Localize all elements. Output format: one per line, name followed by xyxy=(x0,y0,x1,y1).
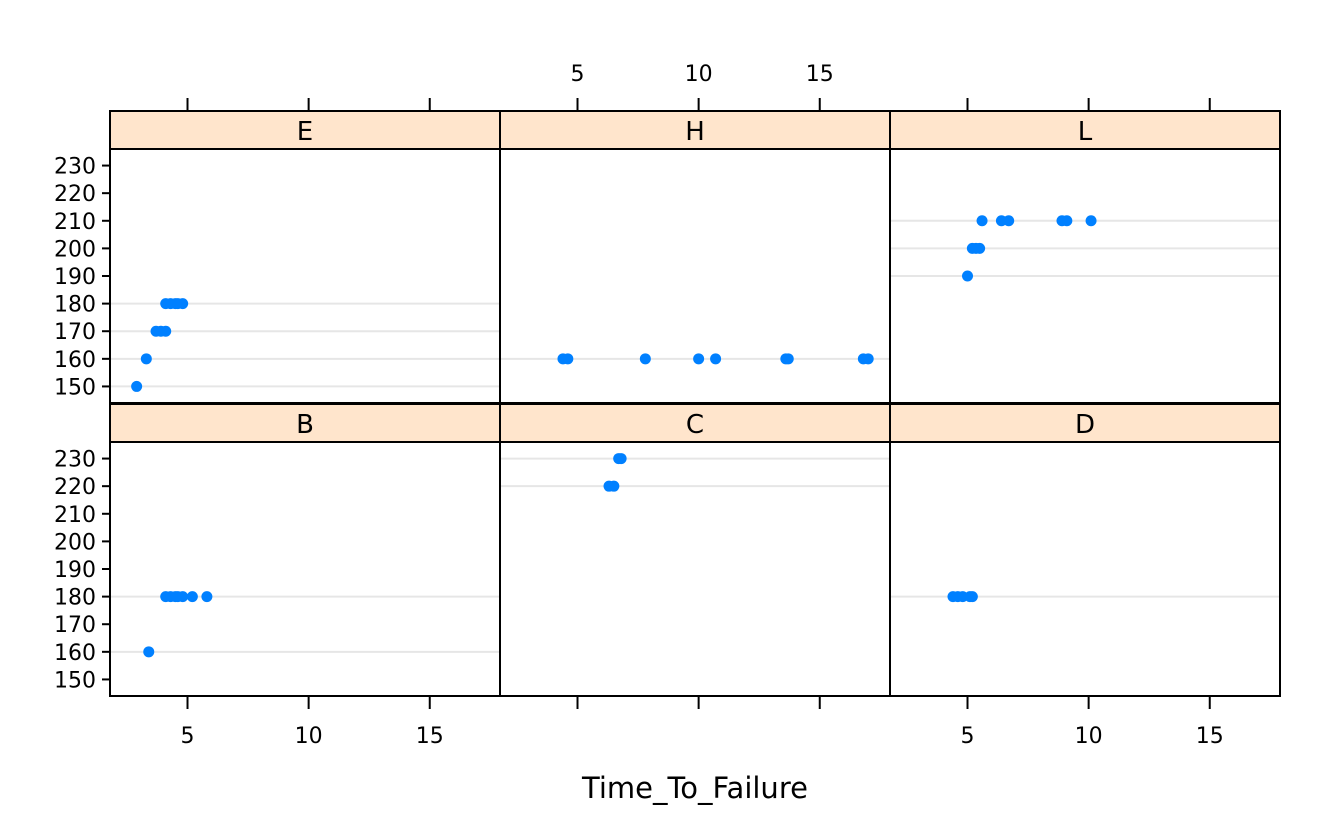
data-point xyxy=(976,215,988,227)
x-tick-label-bottom: 15 xyxy=(1196,724,1224,749)
x-axis-label: Time_To_Failure xyxy=(581,771,808,805)
panel-frame-C xyxy=(499,441,891,697)
y-tick-label: 220 xyxy=(54,475,96,500)
x-tick-label-bottom: 5 xyxy=(961,724,975,749)
y-tick-label: 210 xyxy=(54,503,96,528)
panel-H: H xyxy=(499,110,891,404)
strip-label-C: C xyxy=(686,410,704,440)
y-tick-label: 170 xyxy=(54,320,96,345)
data-point xyxy=(1085,215,1097,227)
data-point xyxy=(962,270,974,282)
y-tick-label: 180 xyxy=(54,586,96,611)
strip-L xyxy=(889,110,1281,150)
y-tick-label: 230 xyxy=(54,155,96,180)
panel-frame-D xyxy=(889,441,1281,697)
data-point xyxy=(615,453,627,465)
axes-layer: 1501601701801902002102202301501601701801… xyxy=(54,62,1224,749)
strip-label-B: B xyxy=(296,410,314,440)
data-point xyxy=(608,480,620,492)
y-tick-label: 200 xyxy=(54,530,96,555)
strip-D xyxy=(889,403,1281,443)
strip-label-H: H xyxy=(685,117,705,147)
data-point xyxy=(862,353,874,365)
panel-frame-H xyxy=(499,148,891,404)
panels-layer: E H L B C D xyxy=(109,110,1281,697)
data-point xyxy=(160,325,172,337)
strip-E xyxy=(109,110,501,150)
x-tick-label-bottom: 10 xyxy=(1075,724,1103,749)
strip-label-D: D xyxy=(1075,410,1095,440)
x-tick-label-top: 10 xyxy=(685,62,713,87)
panel-frame-E xyxy=(109,148,501,404)
data-point xyxy=(562,353,574,365)
strip-C xyxy=(499,403,891,443)
y-tick-label: 190 xyxy=(54,265,96,290)
strip-label-E: E xyxy=(297,117,313,147)
data-point xyxy=(1003,215,1015,227)
strip-label-L: L xyxy=(1078,117,1093,147)
panel-D: D xyxy=(889,403,1281,697)
x-tick-label-top: 5 xyxy=(571,62,585,87)
panel-C: C xyxy=(499,403,891,697)
data-point xyxy=(140,353,152,365)
x-tick-label-bottom: 5 xyxy=(181,724,195,749)
y-tick-label: 210 xyxy=(54,210,96,235)
data-point xyxy=(693,353,705,365)
y-tick-label: 150 xyxy=(54,375,96,400)
data-point xyxy=(143,646,155,658)
y-tick-label: 160 xyxy=(54,641,96,666)
y-tick-label: 170 xyxy=(54,613,96,638)
data-point xyxy=(974,242,986,254)
data-point xyxy=(1061,215,1073,227)
y-tick-label: 160 xyxy=(54,348,96,373)
panel-E: E xyxy=(109,110,501,404)
panel-B: B xyxy=(109,403,501,697)
data-point xyxy=(177,591,189,603)
y-tick-label: 180 xyxy=(54,293,96,318)
panel-L: L xyxy=(889,110,1281,404)
y-tick-label: 200 xyxy=(54,237,96,262)
x-tick-label-top: 15 xyxy=(806,62,834,87)
panel-frame-B xyxy=(109,441,501,697)
x-tick-label-bottom: 15 xyxy=(416,724,444,749)
y-tick-label: 220 xyxy=(54,182,96,207)
data-point xyxy=(639,353,651,365)
data-point xyxy=(177,298,189,310)
data-point xyxy=(710,353,722,365)
data-point xyxy=(201,591,213,603)
y-tick-label: 150 xyxy=(54,668,96,693)
data-point xyxy=(966,591,978,603)
data-point xyxy=(131,380,143,392)
data-point xyxy=(186,591,198,603)
x-tick-label-bottom: 10 xyxy=(295,724,323,749)
data-point xyxy=(782,353,794,365)
y-tick-label: 190 xyxy=(54,558,96,583)
y-tick-label: 230 xyxy=(54,448,96,473)
